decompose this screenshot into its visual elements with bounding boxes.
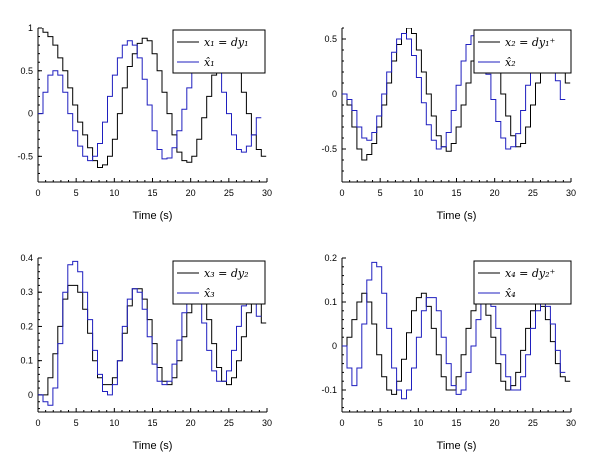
x-tick-label: 15 bbox=[451, 188, 461, 198]
series-line-2 bbox=[38, 260, 262, 406]
legend-box bbox=[172, 260, 266, 305]
x-tick-label: 10 bbox=[413, 188, 423, 198]
x-axis-label: Time (s) bbox=[437, 210, 477, 222]
subplot-2: 0 5 10 15 20 25 30 -0.5 0 0.5 Time (s) x₂ = dy₁⁺ x̂₂ bbox=[321, 27, 576, 222]
y-tick-label: -0.1 bbox=[321, 385, 337, 395]
x-tick-label: 5 bbox=[378, 188, 383, 198]
x-tick-label: 30 bbox=[262, 188, 272, 198]
x-tick-label: 25 bbox=[528, 188, 538, 198]
x-tick-label: 5 bbox=[378, 418, 383, 428]
y-tick-label: 1 bbox=[28, 23, 33, 33]
legend-box bbox=[473, 29, 572, 74]
x-tick-label: 20 bbox=[490, 418, 500, 428]
x-tick-label: 15 bbox=[147, 188, 157, 198]
x-tick-label: 20 bbox=[186, 188, 196, 198]
x-tick-label: 10 bbox=[109, 418, 119, 428]
x-axis-label: Time (s) bbox=[133, 440, 173, 452]
legend-label-2: x̂₁ bbox=[204, 56, 215, 69]
y-tick-label: 0.1 bbox=[20, 356, 33, 366]
legend-label-1: x₁ = dy₁ bbox=[204, 36, 249, 49]
x-axis-label: Time (s) bbox=[133, 210, 173, 222]
series-line-2 bbox=[38, 40, 262, 162]
x-tick-label: 0 bbox=[35, 418, 40, 428]
y-tick-label: 0.5 bbox=[324, 34, 337, 44]
x-tick-label: 5 bbox=[74, 418, 79, 428]
series-line-2 bbox=[342, 261, 566, 400]
y-tick-label: 0.4 bbox=[20, 253, 33, 263]
x-tick-label: 10 bbox=[413, 418, 423, 428]
y-tick-label: 0 bbox=[28, 109, 33, 119]
series-line-1 bbox=[342, 28, 571, 161]
y-tick-label: 0.2 bbox=[324, 253, 337, 263]
legend-box bbox=[172, 29, 266, 74]
legend-label-1: x₃ = dy₂ bbox=[204, 267, 249, 280]
series-line-1 bbox=[38, 284, 267, 396]
y-tick-label: 0 bbox=[28, 390, 33, 400]
x-tick-label: 10 bbox=[109, 188, 119, 198]
x-tick-label: 30 bbox=[566, 188, 576, 198]
x-tick-label: 15 bbox=[147, 418, 157, 428]
y-tick-label: 0.1 bbox=[324, 297, 337, 307]
y-tick-label: -0.5 bbox=[321, 144, 337, 154]
x-tick-label: 20 bbox=[490, 188, 500, 198]
legend-box bbox=[473, 260, 572, 305]
subplot-1: 0 5 10 15 20 25 30 -0.5 0 0.5 1 Time (s) x₁ = dy₁ x̂₁ bbox=[17, 23, 272, 222]
y-tick-label: 0 bbox=[332, 341, 337, 351]
series-line-1 bbox=[342, 292, 571, 395]
y-tick-label: -0.5 bbox=[17, 151, 33, 161]
legend-label-1: x₄ = dy₂⁺ bbox=[505, 267, 555, 280]
x-tick-label: 0 bbox=[339, 188, 344, 198]
x-tick-label: 25 bbox=[528, 418, 538, 428]
legend-label-2: x̂₂ bbox=[505, 56, 516, 69]
y-tick-label: 0.2 bbox=[20, 321, 33, 331]
x-tick-label: 30 bbox=[262, 418, 272, 428]
x-tick-label: 30 bbox=[566, 418, 576, 428]
y-tick-label: 0 bbox=[332, 89, 337, 99]
legend-label-2: x̂₃ bbox=[204, 287, 215, 300]
x-tick-label: 25 bbox=[224, 188, 234, 198]
x-tick-label: 0 bbox=[339, 418, 344, 428]
legend-label-2: x̂₄ bbox=[505, 287, 516, 300]
y-tick-label: 0.5 bbox=[20, 66, 33, 76]
x-tick-label: 15 bbox=[451, 418, 461, 428]
series-line-2 bbox=[342, 33, 566, 150]
y-tick-label: 0.3 bbox=[20, 287, 33, 297]
x-tick-label: 25 bbox=[224, 418, 234, 428]
subplot-3: 0 5 10 15 20 25 30 0 0.1 0.2 0.3 0.4 Time (s) x₃ = dy… bbox=[20, 253, 272, 452]
x-axis-label: Time (s) bbox=[437, 440, 477, 452]
legend-label-1: x₂ = dy₁⁺ bbox=[505, 36, 555, 49]
x-tick-label: 5 bbox=[74, 188, 79, 198]
subplot-4: 0 5 10 15 20 25 30 -0.1 0 0.1 0.2 Time (s) x₄ = dy₂⁺… bbox=[321, 253, 576, 452]
x-tick-label: 20 bbox=[186, 418, 196, 428]
x-tick-label: 0 bbox=[35, 188, 40, 198]
